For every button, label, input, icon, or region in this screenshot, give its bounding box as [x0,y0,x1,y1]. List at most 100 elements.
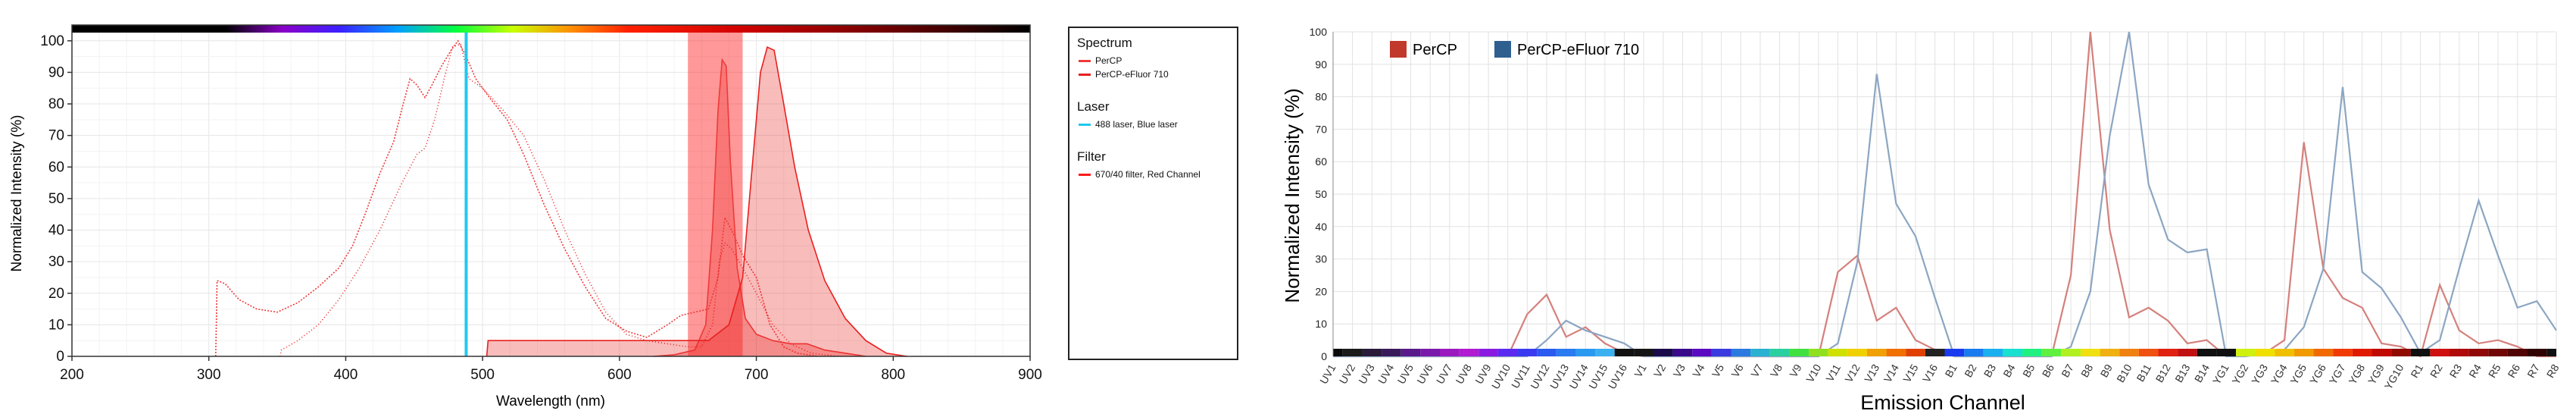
legend-swatch-percp-efluor710 [1079,73,1091,76]
spectrum-y-tick-label: 70 [48,128,64,144]
channel-y-tick-label: 0 [1321,350,1327,362]
legend-swatch-filter [1079,173,1091,176]
channel-x-tick-label: V6 [1728,362,1746,379]
channel-x-tick-label: UV12 [1528,362,1551,391]
channel-colorbar [1333,349,2556,356]
channel-x-tick-label: YG5 [2287,362,2309,386]
excitation-line-0 [215,39,819,357]
spectrum-y-tick-label: 60 [48,159,64,175]
channel-color-cell [1711,349,1731,356]
channel-color-cell [1925,349,1945,356]
channel-y-tick-label: 10 [1315,318,1327,330]
spectrum-y-tick-label: 100 [40,33,64,49]
channel-x-tick-label: B3 [1981,362,1999,379]
spectrum-filter-band [688,25,743,356]
channel-x-tick-label: V1 [1631,362,1649,379]
channel-x-tick-label: R7 [2524,362,2542,380]
channel-color-cell [1556,349,1576,356]
channel-x-tick-label: B6 [2040,362,2057,379]
spectrum-x-tick-label: 200 [60,367,84,383]
emission-line-3 [486,45,907,357]
channel-x-tick-label: V2 [1651,362,1669,379]
channel-x-tick-label: V7 [1748,362,1766,379]
spectrum-y-tick-label: 0 [56,349,64,365]
legend-item-filter-670-40[interactable]: 670/40 filter, Red Channel [1079,169,1229,180]
legend-swatch-efluor-bar [1494,41,1511,58]
channel-x-tick-label: R5 [2486,362,2503,380]
channel-y-tick-label: 40 [1315,221,1327,233]
channel-color-cell [1886,349,1906,356]
channel-color-cell [1944,349,1965,356]
channel-x-axis-label: Emission Channel [1860,391,2025,414]
channel-x-tick-label: UV1 [1317,362,1338,386]
channel-x-tick-label: B2 [1962,362,1979,379]
rainbow-bar [72,25,1030,33]
channel-x-tick-label: B13 [2172,362,2192,384]
channel-x-tick-label: R4 [2466,362,2484,380]
channel-x-tick-label: V13 [1862,362,1881,384]
spectrum-x-tick-label: 800 [881,367,905,383]
spectrum-grid [71,25,1031,357]
spectrum-y-tick-label: 20 [48,286,64,302]
channel-x-tick-label: V16 [1920,362,1940,384]
spectrum-x-axis-label: Wavelength (nm) [496,393,605,409]
legend-item-percp-efluor710[interactable]: PerCP-eFluor 710 [1079,69,1229,80]
spectrum-y-tick-label: 10 [48,317,64,333]
legend-item-percp[interactable]: PerCP [1079,55,1229,66]
legend-item-laser-488[interactable]: 488 laser, Blue laser [1079,119,1229,130]
spectrum-series [215,39,907,357]
spectrum-y-tick-label: 50 [48,191,64,207]
legend-label-percp: PerCP [1095,55,1123,66]
channel-x-tick-label: B10 [2114,362,2134,384]
channel-x-tick-label: UV15 [1586,362,1610,391]
channel-grid [1332,31,2557,357]
channel-color-cell [2468,349,2489,356]
channel-color-cell [2216,349,2237,356]
channel-color-cell [1983,349,2003,356]
channel-x-tick-label: YG3 [2249,362,2270,386]
channel-x-tick-label: UV16 [1606,362,1629,391]
channel-x-tick-label: B11 [2134,362,2154,384]
channel-color-cell [2527,349,2547,356]
legend-label-filter-670-40: 670/40 filter, Red Channel [1095,169,1201,180]
channel-x-tick-label: R3 [2447,362,2465,380]
legend-label-percp-bar: PerCP [1413,42,1457,58]
channel-color-cell [2255,349,2275,356]
channel-y-tick-label: 30 [1315,253,1327,265]
channel-color-cell [2061,349,2081,356]
spectrum-y-axis-label: Normalized Intensity (%) [9,115,25,272]
channel-color-cell [2178,349,2197,356]
channel-color-cell [2410,349,2431,356]
filter-band [688,25,743,356]
channel-color-cell [1400,349,1421,356]
channel-color-cell [1595,349,1615,356]
channel-color-cell [1964,349,1984,356]
channel-color-cell [1439,349,1460,356]
channel-color-cell [1731,349,1751,356]
channel-color-cell [2371,349,2392,356]
spectrum-y-tick-label: 90 [48,64,64,80]
channel-x-tick-label: V3 [1671,362,1688,379]
channel-color-cell [2430,349,2450,356]
channel-color-cell [1575,349,1596,356]
channel-color-cell [1653,349,1673,356]
emission-channel-chart: 0 10 20 30 40 50 60 70 80 90 100 UV1UV2UV3UV4UV5UV6… [1281,26,2562,414]
excitation-line-2 [279,42,839,357]
channel-x-tick-label: B5 [2020,362,2037,379]
channel-color-cell [1497,349,1518,356]
channel-color-cell [1362,349,1382,356]
channel-x-tick-label: YG2 [2230,362,2251,386]
channel-x-tick-label: V12 [1842,362,1862,384]
channel-x-tick-label: B7 [2059,362,2076,379]
channel-color-cell [2080,349,2100,356]
channel-color-cell [2119,349,2139,356]
channel-x-tick-label: YG10 [2382,362,2406,391]
channel-x-tick-label: R2 [2428,362,2445,380]
emission-area-3 [486,47,907,356]
spectrum-axes: 200 300 400 500 600 700 800 900 0 10 20 30 40 50 60 70 8… [40,24,1042,383]
channel-color-cell [1634,349,1653,356]
channel-y-tick-label: 60 [1315,155,1327,168]
channel-x-tick-label: YG8 [2346,362,2367,386]
channel-color-cell [2138,349,2159,356]
